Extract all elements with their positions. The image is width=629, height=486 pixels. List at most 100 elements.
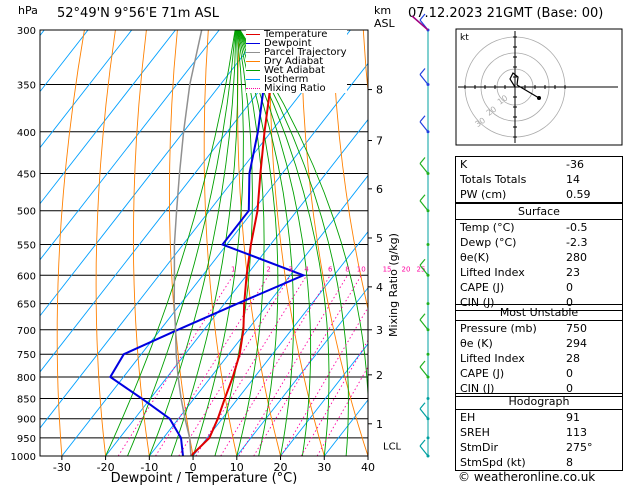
isotherm-line xyxy=(40,30,176,205)
legend-swatch xyxy=(246,34,260,35)
temp-tick-label: 30 xyxy=(317,461,331,474)
row-value: 750 xyxy=(566,322,587,335)
legend-swatch xyxy=(246,52,260,53)
mixing-ratio-line xyxy=(195,275,308,456)
legend-entry: Wet Adiabat xyxy=(246,65,347,76)
dry-adiabat-line xyxy=(269,30,325,456)
km-tick-label: 7 xyxy=(376,135,383,148)
legend-entry: Dewpoint xyxy=(246,39,347,49)
mixing-ratio-label: 4 xyxy=(304,265,309,273)
row-value: 28 xyxy=(566,352,580,365)
most-unstable-title: Most Unstable xyxy=(456,305,622,321)
mixing-ratio-line xyxy=(253,275,362,456)
wind-barb-shaft xyxy=(419,200,429,212)
most-unstable-row: Lifted Index 28 xyxy=(456,351,622,366)
hodograph-table-row: StmDir 275° xyxy=(456,440,622,455)
mixing-ratio-line xyxy=(238,275,348,456)
wind-barb-flag xyxy=(419,258,426,266)
pressure-tick-label: 750 xyxy=(17,350,36,361)
mixing-ratio-label: 15 xyxy=(383,265,392,273)
surface-row: Lifted Index 23 xyxy=(456,265,622,280)
hodograph-table-row: StmSpd (kt) 8 xyxy=(456,455,622,470)
row-label: CIN (J) xyxy=(460,296,495,309)
storm-motion-vector xyxy=(516,84,540,99)
pressure-tick-label: 950 xyxy=(17,434,36,445)
surface-table: Surface Temp (°C) -0.5 Dewp (°C) -2.3 θe(K) 2… xyxy=(455,203,623,311)
mixing-ratio-line xyxy=(220,275,331,456)
legend-label: Isotherm xyxy=(264,74,309,85)
temp-tick-label: 0 xyxy=(190,461,197,474)
row-value: 0 xyxy=(566,382,573,395)
hodograph-table-title: Hodograph xyxy=(456,394,622,410)
wet-adiabat-line xyxy=(239,30,349,456)
km-unit-label: km xyxy=(374,4,392,17)
wind-barb-flag xyxy=(419,157,426,164)
wind-barb-flag xyxy=(419,360,426,368)
hpa-unit-label: hPa xyxy=(18,4,38,17)
surface-row: Dewp (°C) -2.3 xyxy=(456,235,622,250)
mixing-ratio-axis-title: Mixing Ratio (g/kg) xyxy=(387,233,400,337)
row-value: 8 xyxy=(566,456,573,469)
dry-adiabat-line xyxy=(331,30,368,311)
row-label: θe (K) xyxy=(460,337,493,350)
mixing-ratio-label: 8 xyxy=(345,265,349,273)
profile-parcel-trajectory xyxy=(173,30,203,456)
mixing-ratio-label: 6 xyxy=(328,265,333,273)
pressure-tick-label: 850 xyxy=(17,394,36,405)
most-unstable-row: θe (K) 294 xyxy=(456,336,622,351)
row-value: 14 xyxy=(566,173,580,186)
mixing-ratio-line xyxy=(280,306,368,456)
lcl-label: LCL xyxy=(383,442,402,453)
profile-temperature xyxy=(190,30,286,456)
wind-barb-dot xyxy=(426,242,430,246)
row-value: -0.5 xyxy=(566,221,588,234)
wind-barb-dot xyxy=(426,352,430,356)
row-label: Totals Totals xyxy=(460,173,527,186)
km-tick-label: 5 xyxy=(376,232,383,245)
wind-barb-flag xyxy=(419,194,426,202)
temp-tick-label: -20 xyxy=(97,461,115,474)
legend-label: Wet Adiabat xyxy=(264,65,325,76)
wet-adiabat-line xyxy=(170,30,239,456)
pressure-tick-label: 650 xyxy=(17,300,36,311)
surface-row: CIN (J) 0 xyxy=(456,295,622,310)
dry-adiabat-line xyxy=(237,30,281,456)
wet-adiabat-line xyxy=(239,30,368,456)
plot-frame xyxy=(39,29,369,457)
wind-barb-shaft xyxy=(419,366,429,378)
row-label: CAPE (J) xyxy=(460,281,505,294)
row-label: Lifted Index xyxy=(460,266,525,279)
km-tick-label: 2 xyxy=(376,369,383,382)
legend-label: Parcel Trajectory xyxy=(264,47,347,58)
pressure-tick-label: 700 xyxy=(17,326,36,337)
most-unstable-row: CIN (J) 0 xyxy=(456,381,622,396)
row-label: EH xyxy=(460,411,476,424)
mixing-ratio-line xyxy=(117,275,234,456)
legend-swatch xyxy=(246,88,260,89)
km-tick-label: 6 xyxy=(376,183,383,196)
wind-barb-flag xyxy=(419,439,426,447)
row-label: CIN (J) xyxy=(460,382,495,395)
wind-barb-shaft xyxy=(419,445,429,457)
storm-motion-dot xyxy=(537,96,541,100)
pressure-tick-label: 500 xyxy=(17,207,36,218)
surface-row: θe(K) 280 xyxy=(456,250,622,265)
isotherm-line xyxy=(236,287,368,456)
isotherm-line xyxy=(61,62,368,456)
row-label: K xyxy=(460,158,468,171)
wet-adiabat-line xyxy=(214,30,253,456)
temp-tick-label: 10 xyxy=(230,461,244,474)
legend-swatch xyxy=(246,70,260,71)
wind-barb-shaft xyxy=(419,408,429,420)
temp-tick-label: -30 xyxy=(53,461,71,474)
pressure-tick-label: 600 xyxy=(17,271,36,282)
pressure-tick-label: 300 xyxy=(17,26,36,37)
pressure-tick-label: 900 xyxy=(17,415,36,426)
mixing-ratio-label: 10 xyxy=(357,265,366,273)
wet-adiabat-line xyxy=(237,30,279,456)
indices-row: PW (cm) 0.59 xyxy=(456,187,622,202)
isotherm-line xyxy=(280,343,368,456)
wind-barb-flag xyxy=(419,13,426,21)
mixing-ratio-line xyxy=(155,275,269,456)
mixing-ratio-line xyxy=(178,275,291,456)
